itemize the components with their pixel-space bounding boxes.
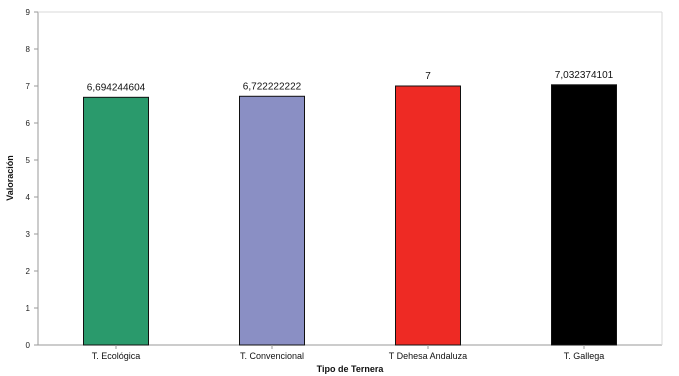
y-tick-label: 0 — [26, 341, 31, 350]
y-tick-label: 1 — [26, 304, 31, 313]
x-axis-ticks: T. Ecológica T. Convencional T Dehesa Anda… — [92, 345, 605, 361]
y-tick-label: 6 — [26, 119, 31, 128]
bar — [551, 84, 617, 346]
y-tick-label: 8 — [26, 45, 31, 54]
y-tick-label: 4 — [26, 193, 31, 202]
x-axis-title: Tipo de Ternera — [317, 364, 385, 374]
bars-group: 6,694244604 6,722222222 7 7,032374101 — [83, 70, 617, 346]
x-tick-label: T. Ecológica — [92, 351, 141, 361]
x-tick-label: T. Convencional — [240, 351, 304, 361]
x-tick-label: T Dehesa Andaluza — [389, 351, 467, 361]
y-tick-label: 5 — [26, 156, 31, 165]
bar — [395, 85, 461, 346]
bar-value-label: 6,694244604 — [87, 82, 146, 93]
bar — [239, 95, 305, 346]
y-tick-label: 7 — [26, 82, 31, 91]
y-axis-title: Valoración — [5, 155, 15, 201]
y-tick-label: 9 — [26, 8, 31, 17]
bar — [83, 96, 149, 346]
y-tick-label: 2 — [26, 267, 31, 276]
bar-value-label: 7 — [425, 71, 431, 82]
bar-value-label: 7,032374101 — [555, 70, 614, 81]
x-tick-label: T. Gallega — [564, 351, 605, 361]
y-axis-ticks: 0 1 2 3 4 5 6 7 8 9 — [26, 8, 38, 350]
y-tick-label: 3 — [26, 230, 31, 239]
bar-value-label: 6,722222222 — [243, 81, 302, 92]
